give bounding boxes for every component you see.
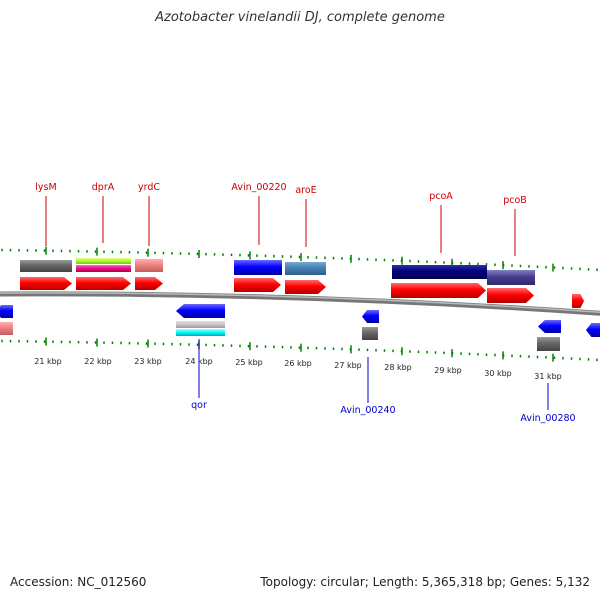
figure-title: Azotobacter vinelandii DJ, complete geno… — [155, 10, 445, 25]
gene-feature-Avin_00220 — [234, 260, 282, 275]
gene-label-reverse: Avin_00240 — [340, 405, 395, 416]
scale-label: 31 kbp — [534, 372, 562, 381]
cds-arrow-forward — [76, 277, 131, 290]
cds-arrow-reverse — [586, 323, 600, 337]
gene-feature-yrdC — [135, 259, 163, 272]
gene-label-reverse: Avin_00280 — [520, 413, 575, 424]
scale-label: 29 kbp — [434, 366, 462, 375]
genome-backbone-highlight — [0, 292, 600, 314]
gene-label-forward: aroE — [295, 185, 316, 196]
cds-arrow-reverse-Avin_00240 — [362, 310, 379, 323]
scale-label: 21 kbp — [34, 357, 62, 366]
scale-label: 30 kbp — [484, 369, 512, 378]
gene-feature-aroE — [285, 262, 326, 275]
scale-label: 27 kbp — [334, 361, 362, 370]
cds-arrow-forward — [572, 294, 584, 308]
gene-label-forward: lysM — [35, 182, 56, 193]
gene-label-forward: dprA — [92, 182, 115, 193]
cds-arrow-reverse-qor — [176, 304, 225, 318]
gene-feature-dprA-top — [76, 258, 131, 264]
scale-label: 26 kbp — [284, 359, 312, 368]
cds-arrow-forward — [135, 277, 163, 290]
gene-label-reverse: qor — [191, 400, 207, 411]
cds-arrow-reverse — [538, 320, 561, 333]
gene-feature-lysM — [20, 260, 72, 272]
scale-label: 25 kbp — [235, 358, 263, 367]
gene-feature-qor-top — [176, 321, 225, 328]
cds-arrow-forward — [234, 278, 281, 292]
gene-feature-reverse — [0, 322, 13, 335]
scale-label: 28 kbp — [384, 363, 412, 372]
gene-feature-pcoA — [392, 265, 487, 279]
gene-label-forward: yrdC — [138, 182, 160, 193]
accession-text: Accession: NC_012560 — [10, 575, 147, 589]
gene-label-forward: pcoB — [503, 195, 527, 206]
cds-arrow-forward — [391, 283, 486, 298]
cds-arrow-forward — [487, 288, 534, 303]
gene-feature-Avin_00280 — [537, 337, 560, 351]
cds-arrow-forward — [20, 277, 72, 290]
gene-feature-qor — [176, 329, 225, 336]
gene-label-forward: pcoA — [429, 191, 453, 202]
cds-arrow-forward — [285, 280, 326, 294]
scale-label: 23 kbp — [134, 357, 162, 366]
gene-feature-pcoB — [487, 270, 535, 285]
gene-label-forward: Avin_00220 — [231, 182, 286, 193]
gene-feature-dprA — [76, 265, 131, 272]
cds-arrow-reverse — [0, 305, 13, 318]
genome-backbone — [0, 291, 600, 316]
genome-summary-text: Topology: circular; Length: 5,365,318 bp… — [260, 575, 590, 589]
gene-feature-Avin_00240 — [362, 327, 378, 340]
scale-label: 22 kbp — [84, 357, 112, 366]
